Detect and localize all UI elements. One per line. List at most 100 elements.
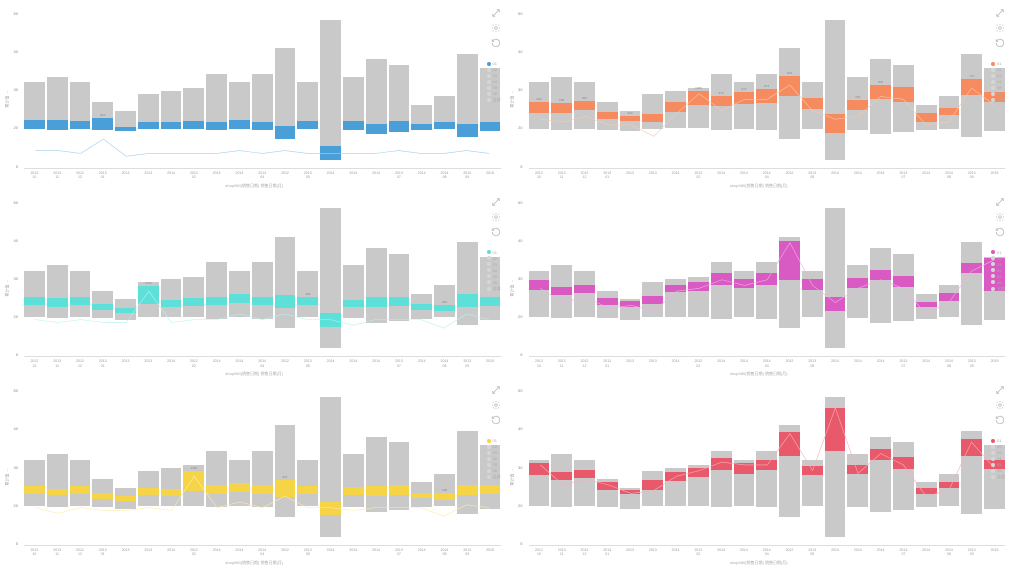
bar bbox=[92, 200, 113, 357]
legend-item[interactable]: 全部 bbox=[487, 474, 501, 480]
legend-item[interactable]: 05 bbox=[487, 274, 501, 279]
legend-item[interactable]: 03 bbox=[487, 450, 501, 455]
legend-item[interactable]: 全部 bbox=[487, 97, 501, 103]
legend-item[interactable]: 05 bbox=[487, 462, 501, 467]
bar bbox=[24, 388, 45, 545]
legend-item[interactable]: 全部 bbox=[991, 286, 1005, 292]
bar bbox=[161, 388, 182, 545]
reload-icon[interactable] bbox=[491, 227, 501, 237]
bar bbox=[642, 200, 663, 357]
x-tick: 201202 bbox=[183, 171, 204, 187]
legend-item[interactable]: 02 bbox=[487, 444, 501, 449]
legend-item[interactable]: 06 bbox=[487, 91, 501, 96]
settings-icon[interactable] bbox=[491, 23, 501, 33]
settings-icon[interactable] bbox=[995, 212, 1005, 222]
bar bbox=[275, 11, 296, 168]
bar bbox=[183, 200, 204, 357]
legend-item[interactable]: 04 bbox=[991, 268, 1005, 273]
legend-item[interactable]: 04 bbox=[487, 79, 501, 84]
legend: 010203040506全部 bbox=[991, 61, 1005, 103]
y-tick: 5 bbox=[520, 541, 522, 546]
legend-item[interactable]: 05 bbox=[487, 85, 501, 90]
legend-item[interactable]: 03 bbox=[991, 450, 1005, 455]
bar: 218 bbox=[434, 388, 455, 545]
bar bbox=[252, 200, 273, 357]
legend: 010203040506全部 bbox=[487, 250, 501, 292]
expand-icon[interactable] bbox=[491, 385, 501, 395]
bar bbox=[411, 388, 432, 545]
legend-item[interactable]: 01 bbox=[487, 438, 501, 443]
chart-panel: 504030205累计值 →20121020131120121220130120… bbox=[511, 383, 1008, 564]
x-tick: 201301 bbox=[92, 548, 113, 564]
legend-item[interactable]: 全部 bbox=[991, 97, 1005, 103]
legend-item[interactable]: 06 bbox=[991, 468, 1005, 473]
x-tick: 2014 bbox=[320, 548, 341, 564]
legend-swatch-icon bbox=[487, 439, 491, 443]
settings-icon[interactable] bbox=[995, 400, 1005, 410]
legend-item[interactable]: 05 bbox=[991, 462, 1005, 467]
legend-item[interactable]: 04 bbox=[487, 268, 501, 273]
legend-swatch-icon bbox=[487, 451, 491, 455]
legend-item[interactable]: 01 bbox=[487, 250, 501, 255]
expand-icon[interactable] bbox=[995, 8, 1005, 18]
legend-item[interactable]: 02 bbox=[991, 444, 1005, 449]
legend-item[interactable]: 05 bbox=[991, 85, 1005, 90]
bar-value-label: 972 bbox=[741, 87, 746, 91]
legend-item[interactable]: 01 bbox=[991, 438, 1005, 443]
expand-icon[interactable] bbox=[491, 197, 501, 207]
legend-item[interactable]: 03 bbox=[991, 73, 1005, 78]
legend-item[interactable]: 02 bbox=[487, 256, 501, 261]
bar-value-label: 747 bbox=[969, 74, 974, 78]
expand-icon[interactable] bbox=[995, 385, 1005, 395]
legend-item[interactable]: 02 bbox=[991, 256, 1005, 261]
bar bbox=[297, 388, 318, 545]
chart-panel: 504030205累计值 →20121020131120121220130120… bbox=[511, 195, 1008, 376]
x-tick: 2014 bbox=[870, 548, 891, 564]
legend-item[interactable]: 05 bbox=[991, 274, 1005, 279]
expand-icon[interactable] bbox=[491, 8, 501, 18]
x-tick: 2014 bbox=[161, 548, 182, 564]
legend-item[interactable]: 06 bbox=[991, 280, 1005, 285]
legend-label: 02 bbox=[493, 444, 497, 449]
legend-item[interactable]: 02 bbox=[487, 67, 501, 72]
legend-item[interactable]: 全部 bbox=[991, 474, 1005, 480]
bar-value-label: 649 bbox=[536, 97, 541, 101]
settings-icon[interactable] bbox=[491, 400, 501, 410]
legend-item[interactable]: 03 bbox=[487, 73, 501, 78]
reload-icon[interactable] bbox=[995, 227, 1005, 237]
expand-icon[interactable] bbox=[995, 197, 1005, 207]
reload-icon[interactable] bbox=[491, 38, 501, 48]
bar bbox=[620, 200, 641, 357]
reload-icon[interactable] bbox=[995, 38, 1005, 48]
legend-item[interactable]: 01 bbox=[487, 61, 501, 66]
x-tick: 201202 bbox=[688, 548, 709, 564]
legend-item[interactable]: 06 bbox=[487, 280, 501, 285]
settings-icon[interactable] bbox=[995, 23, 1005, 33]
bar: 1189 bbox=[688, 11, 709, 168]
legend-item[interactable]: 04 bbox=[487, 456, 501, 461]
legend-item[interactable]: 全部 bbox=[487, 286, 501, 292]
bar-value-label: 603 bbox=[855, 95, 860, 99]
x-tick: 201305 bbox=[802, 359, 823, 375]
legend-item[interactable]: 04 bbox=[991, 456, 1005, 461]
legend-item[interactable]: 03 bbox=[991, 262, 1005, 267]
legend-item[interactable]: 01 bbox=[991, 61, 1005, 66]
legend-item[interactable]: 03 bbox=[487, 262, 501, 267]
panel-toolbar bbox=[995, 8, 1005, 48]
legend-item[interactable]: 04 bbox=[991, 79, 1005, 84]
x-tick: 201212 bbox=[70, 359, 91, 375]
bar bbox=[320, 200, 341, 357]
reload-icon[interactable] bbox=[491, 415, 501, 425]
legend-label: 06 bbox=[997, 280, 1001, 285]
bar: 802 bbox=[870, 11, 891, 168]
bar: 603 bbox=[847, 11, 868, 168]
legend-item[interactable]: 02 bbox=[991, 67, 1005, 72]
settings-icon[interactable] bbox=[491, 212, 501, 222]
x-tick: 2015 bbox=[984, 171, 1005, 187]
legend-item[interactable]: 06 bbox=[991, 91, 1005, 96]
legend-label: 04 bbox=[493, 79, 497, 84]
reload-icon[interactable] bbox=[995, 415, 1005, 425]
legend-item[interactable]: 01 bbox=[991, 250, 1005, 255]
legend-item[interactable]: 06 bbox=[487, 468, 501, 473]
bar: 874 bbox=[756, 11, 777, 168]
